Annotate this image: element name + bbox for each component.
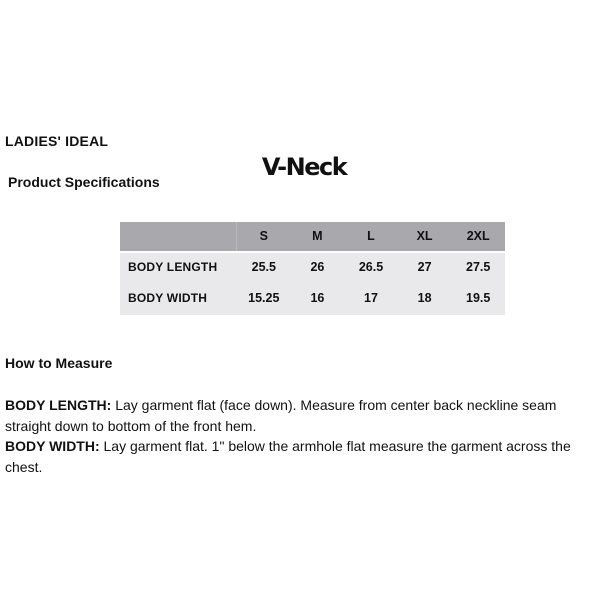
measurement-value: 26.5	[358, 260, 384, 274]
spec-table-header-row: S M L XL 2XL	[120, 222, 505, 253]
measurement-value: 18	[417, 291, 432, 305]
brand-title: LADIES' IDEAL	[5, 133, 109, 149]
size-column-header: XL	[416, 229, 433, 243]
instruction-text: Lay garment flat (face down). Measure fr…	[5, 397, 557, 434]
row-label: BODY WIDTH	[128, 291, 208, 305]
product-name: V-Neck	[261, 153, 348, 181]
spec-table-corner-cell	[120, 222, 237, 251]
measurement-value: 26	[310, 260, 325, 274]
instruction-label: BODY WIDTH:	[5, 438, 100, 454]
row-label: BODY LENGTH	[128, 260, 218, 274]
size-column-header: M	[312, 229, 323, 243]
measurement-value: 27.5	[466, 260, 491, 274]
instruction-label: BODY LENGTH:	[5, 397, 112, 413]
measurement-value: 19.5	[466, 291, 491, 305]
table-row-body-width: BODY WIDTH 15.25 16 17 18 19.5	[120, 284, 505, 315]
measurement-value: 17	[364, 291, 378, 305]
section-title: Product Specifications	[8, 174, 160, 190]
table-row-body-length: BODY LENGTH 25.5 26 26.5 27 27.5	[120, 253, 505, 284]
measurement-value: 27	[417, 260, 432, 274]
size-column-header: 2XL	[466, 229, 490, 243]
how-to-measure-title: How to Measure	[5, 355, 113, 371]
instruction-body-width: BODY WIDTH: Lay garment flat. 1" below t…	[5, 436, 594, 477]
instruction-body-length: BODY LENGTH: Lay garment flat (face down…	[5, 395, 594, 436]
measure-instructions: BODY LENGTH: Lay garment flat (face down…	[5, 395, 594, 477]
spec-table: S M L XL 2XL BODY LENGTH 25.5 26 26.5 27…	[120, 222, 505, 315]
instruction-text: Lay garment flat. 1" below the armhole f…	[5, 438, 571, 475]
size-column-header: S	[259, 229, 268, 243]
measurement-value: 16	[310, 291, 325, 305]
measurement-value: 15.25	[248, 291, 280, 305]
measurement-value: 25.5	[251, 260, 276, 274]
size-column-header: L	[367, 229, 375, 243]
